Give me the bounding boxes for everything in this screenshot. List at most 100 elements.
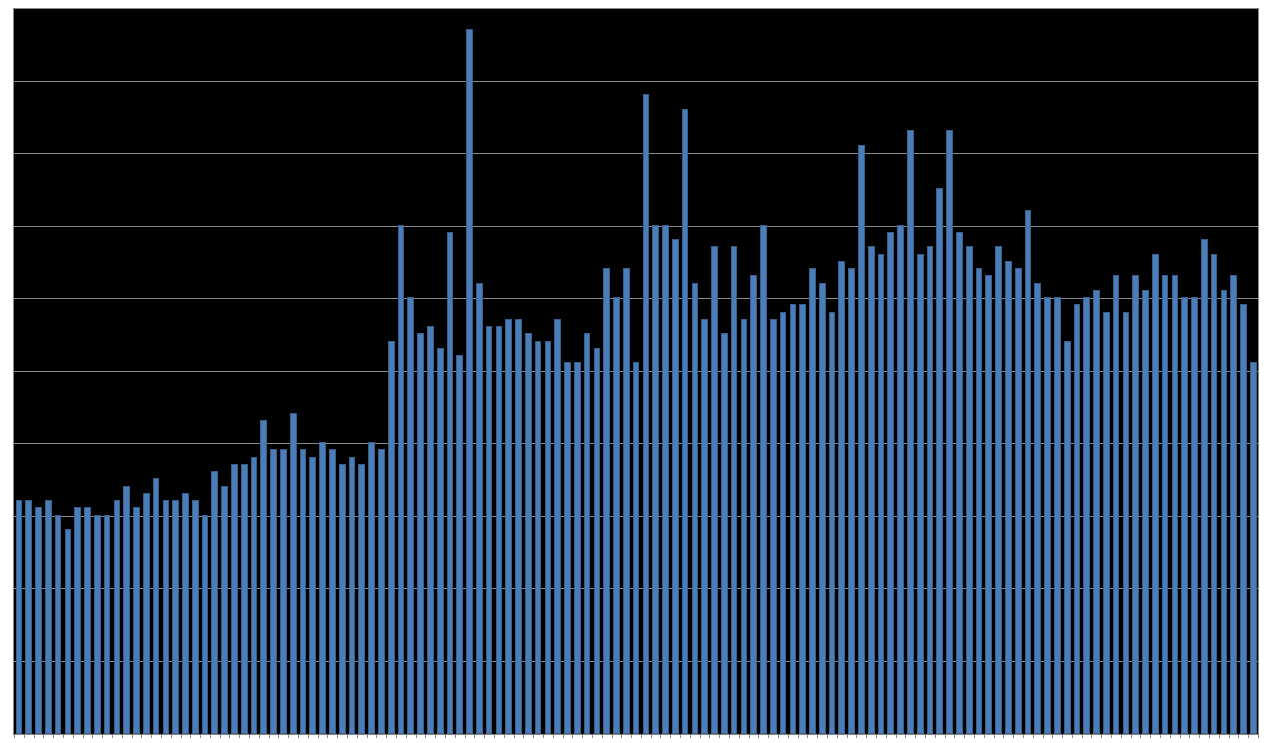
x-tick xyxy=(602,734,603,738)
bar xyxy=(358,464,365,734)
x-tick xyxy=(425,734,426,738)
bar xyxy=(603,268,610,734)
bar xyxy=(280,449,287,734)
bar-slot xyxy=(1033,283,1043,735)
x-tick xyxy=(807,734,808,738)
x-tick xyxy=(572,734,573,738)
x-tick xyxy=(396,734,397,738)
x-tick xyxy=(533,734,534,738)
x-tick xyxy=(778,734,779,738)
bar-slot xyxy=(749,275,759,734)
bar xyxy=(770,319,777,734)
bar xyxy=(104,515,111,735)
bar-slot xyxy=(239,464,249,734)
bar-slot xyxy=(661,225,671,735)
bar-slot xyxy=(1003,261,1013,734)
bar xyxy=(858,145,865,734)
bar-slot xyxy=(621,268,631,734)
bar-slot xyxy=(1023,210,1033,734)
bar xyxy=(290,413,297,734)
bar-slot xyxy=(141,493,151,734)
bar-slot xyxy=(406,297,416,734)
bar xyxy=(535,341,542,735)
bar-slot xyxy=(465,29,475,734)
x-tick xyxy=(1072,734,1073,738)
x-tick xyxy=(34,734,35,738)
bar xyxy=(878,254,885,735)
bar xyxy=(1162,275,1169,734)
bar xyxy=(995,246,1002,734)
bar-slot xyxy=(210,471,220,734)
x-tick xyxy=(935,734,936,738)
bar-slot xyxy=(572,362,582,734)
bar-series xyxy=(14,9,1258,734)
x-tick xyxy=(651,734,652,738)
bar xyxy=(114,500,121,734)
bar xyxy=(192,500,199,734)
bar-slot xyxy=(1239,304,1249,734)
bar-slot xyxy=(925,246,935,734)
bar-slot xyxy=(132,507,142,734)
bar-slot xyxy=(1043,297,1053,734)
x-tick xyxy=(308,734,309,738)
bar xyxy=(848,268,855,734)
x-tick xyxy=(582,734,583,738)
x-tick xyxy=(278,734,279,738)
x-tick xyxy=(690,734,691,738)
bar xyxy=(437,348,444,734)
x-tick xyxy=(151,734,152,738)
x-tick xyxy=(543,734,544,738)
x-tick xyxy=(837,734,838,738)
x-tick xyxy=(327,734,328,738)
bar-slot xyxy=(739,319,749,734)
bar-slot xyxy=(1219,290,1229,734)
bar xyxy=(927,246,934,734)
bar-slot xyxy=(53,515,63,735)
x-tick xyxy=(73,734,74,738)
x-tick xyxy=(1160,734,1161,738)
bar-slot xyxy=(1131,275,1141,734)
bar xyxy=(790,304,797,734)
x-tick xyxy=(190,734,191,738)
bar xyxy=(65,529,72,734)
bar xyxy=(838,261,845,734)
bar xyxy=(936,188,943,734)
x-tick xyxy=(729,734,730,738)
bar-slot xyxy=(416,333,426,734)
bar xyxy=(466,29,473,734)
x-tick xyxy=(1062,734,1063,738)
bar xyxy=(564,362,571,734)
bar-slot xyxy=(994,246,1004,734)
x-tick xyxy=(494,734,495,738)
bar-slot xyxy=(259,420,269,734)
bar-slot xyxy=(92,515,102,735)
x-tick xyxy=(14,734,15,738)
bar-slot xyxy=(1248,362,1258,734)
bar-slot xyxy=(680,109,690,735)
bar-slot xyxy=(190,500,200,734)
bar-slot xyxy=(768,319,778,734)
x-tick xyxy=(631,734,632,738)
x-tick xyxy=(357,734,358,738)
bar xyxy=(25,500,32,734)
x-tick xyxy=(1033,734,1034,738)
bar xyxy=(55,515,62,735)
bar-chart xyxy=(0,0,1268,743)
bar-slot xyxy=(230,464,240,734)
bar-slot xyxy=(651,225,661,735)
x-tick xyxy=(337,734,338,738)
bar xyxy=(300,449,307,734)
bar-slot xyxy=(1150,254,1160,735)
bar-slot xyxy=(945,130,955,734)
bar-slot xyxy=(386,341,396,735)
x-tick xyxy=(445,734,446,738)
x-tick xyxy=(1209,734,1210,738)
bar-slot xyxy=(455,355,465,734)
x-tick xyxy=(1091,734,1092,738)
bar-slot xyxy=(1141,290,1151,734)
x-tick xyxy=(416,734,417,738)
bar-slot xyxy=(1101,312,1111,735)
bar-slot xyxy=(523,333,533,734)
x-tick xyxy=(1052,734,1053,738)
x-tick xyxy=(386,734,387,738)
